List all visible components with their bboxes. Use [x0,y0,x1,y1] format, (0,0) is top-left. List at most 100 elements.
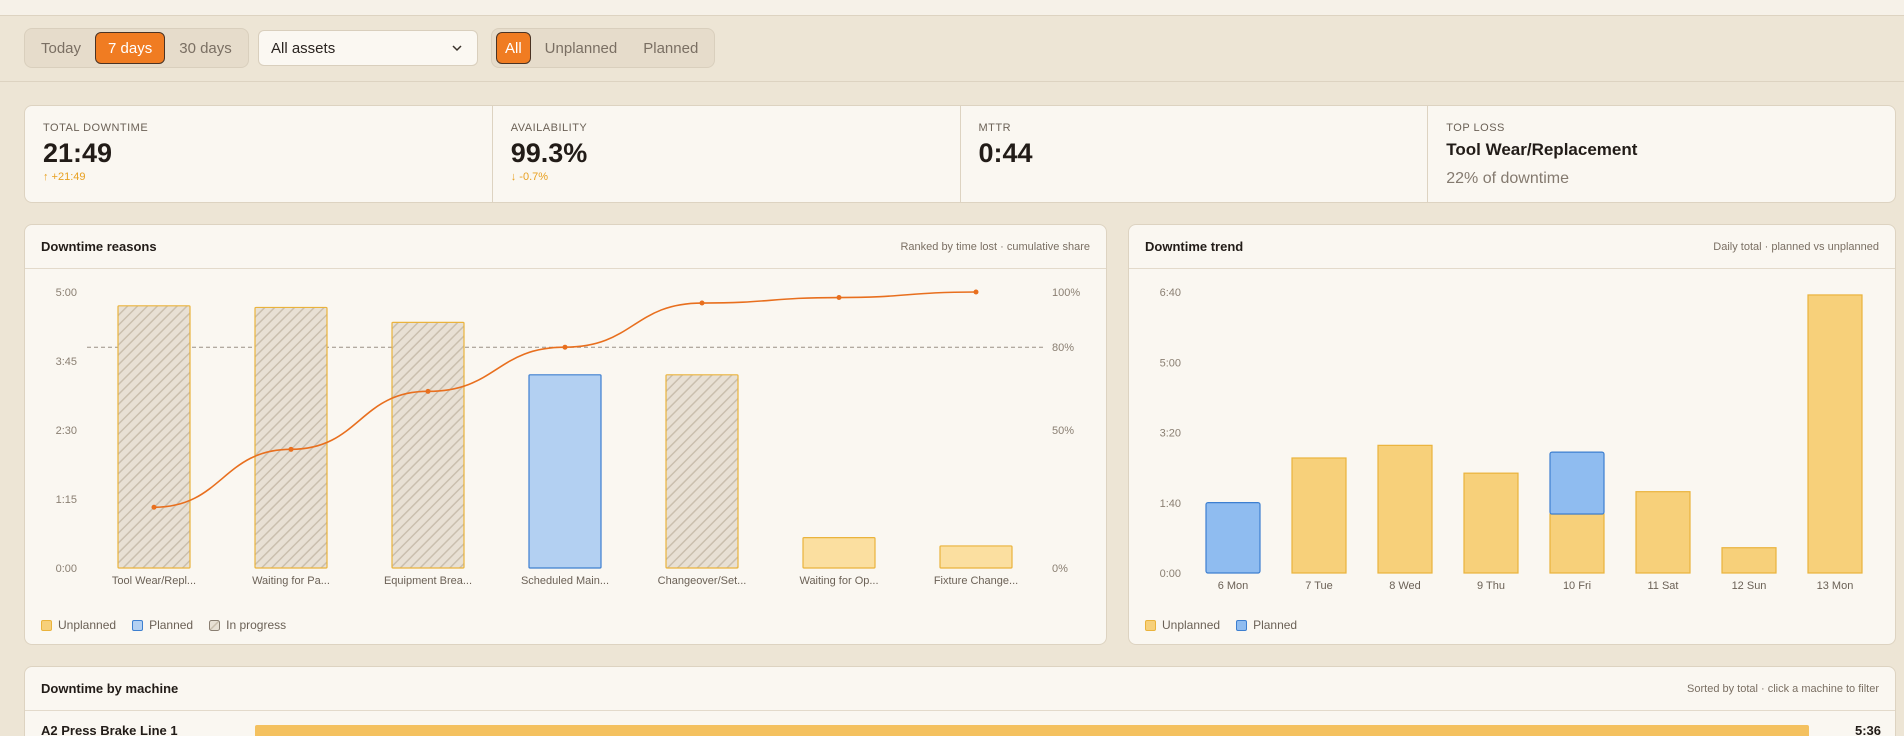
downtime-by-machine-card: Downtime by machine Sorted by total · cl… [24,666,1896,736]
legend-item-unplanned[interactable]: Unplanned [41,618,116,632]
card-header: Downtime reasons Ranked by time lost · c… [25,225,1106,269]
downtime-reasons-card: Downtime reasons Ranked by time lost · c… [24,224,1107,645]
card-title: Downtime trend [1145,239,1244,254]
legend-swatch [1236,619,1248,631]
cumulative-point [973,289,979,295]
legend-item-planned[interactable]: Planned [1236,618,1297,632]
legend-label: Unplanned [1162,618,1221,632]
y2-tick-label: 80% [1052,342,1074,354]
reason-bar [939,545,1013,569]
legend-item-in-progress[interactable]: In progress [209,618,286,632]
y-tick-label: 1:15 [56,494,77,506]
trend-bar-planned [1549,451,1605,515]
y-tick-label: 0:00 [56,563,77,575]
card-subtitle: Ranked by time lost · cumulative share [900,240,1090,253]
card-header: Downtime by machine Sorted by total · cl… [25,667,1895,711]
x-tick-label: Equipment Brea... [384,575,472,587]
kpi-delta: ↑ +21:49 [43,171,86,183]
x-tick-label: Waiting for Op... [799,575,878,587]
y-tick-label: 5:00 [1160,357,1181,369]
x-tick-label: 9 Thu [1477,580,1505,592]
machine-total: 5:36 [1854,723,1881,736]
x-tick-label: 7 Tue [1305,580,1333,592]
type-planned-button[interactable]: Planned [643,39,699,57]
legend-label: Planned [149,618,194,632]
type-all-button[interactable]: All [496,32,531,64]
asset-select[interactable]: All assets [258,30,478,66]
cumulative-point [562,344,568,350]
y-tick-label: 3:20 [1160,428,1181,440]
card-subtitle: Sorted by total · click a machine to fil… [1687,682,1879,695]
y-tick-label: 0:00 [1160,568,1181,580]
range-7days-button[interactable]: 7 days [95,32,166,64]
range-today-button[interactable]: Today [41,39,82,57]
reason-bar [391,321,465,569]
kpi-label: Availability [510,122,588,134]
x-tick-label: 8 Wed [1389,580,1421,592]
trend-bar-unplanned [1721,547,1777,574]
downtime-reasons-chart: 0:00 1:15 2:30 3:45 5:00 0% 50% 80% 100% Tool Wea… [56,287,1081,587]
trend-bar-unplanned [1807,294,1863,574]
kpi-top-loss-share: 22% of downtime [1446,170,1569,187]
legend-label: Unplanned [58,618,117,632]
card-subtitle: Daily total · planned vs unplanned [1713,240,1879,253]
y-tick-label: 2:30 [56,425,77,437]
y2-tick-label: 0% [1052,563,1068,575]
kpi-mttr: MTTR 0:44 [961,106,1429,202]
trend-bar-unplanned [1463,472,1519,574]
trend-bar-unplanned [1635,491,1691,574]
x-tick-label: 11 Sat [1648,580,1679,592]
reasons-legend: Unplanned Planned In progress [41,618,286,632]
cumulative-point [425,388,431,394]
trend-bar-unplanned [1377,444,1433,574]
legend-item-planned[interactable]: Planned [132,618,193,632]
trend-bar-unplanned [1549,513,1605,574]
reason-bar [254,306,328,569]
kpi-label: MTTR [978,122,1012,134]
trend-bar-unplanned [1291,457,1347,574]
kpi-label: Top loss [1446,122,1505,134]
legend-swatch [41,619,52,631]
filter-toolbar: Today 7 days 30 days All assets All Unpl… [0,16,1904,82]
y-tick-label: 6:40 [1160,287,1181,299]
x-tick-label: Changeover/Set... [658,575,747,587]
reason-bar [665,374,739,569]
x-tick-label: 12 Sun [1732,580,1767,592]
trend-bar-planned [1205,502,1261,574]
legend-label: Planned [1253,618,1298,632]
legend-swatch [132,619,144,631]
type-unplanned-button[interactable]: Unplanned [544,39,618,57]
card-header: Downtime trend Daily total · planned vs … [1129,225,1895,269]
trend-legend: Unplanned Planned [1145,618,1297,632]
kpi-label: Total downtime [43,122,149,134]
cumulative-point [288,446,294,452]
cumulative-point [151,504,157,510]
kpi-top-loss-title: Tool Wear/Replacement [1446,140,1638,159]
kpi-value: 0:44 [978,138,1033,168]
card-title: Downtime reasons [41,239,157,254]
machine-name: A2 Press Brake Line 1 [41,723,178,736]
type-segment: All Unplanned Planned [491,28,716,68]
reason-bar [117,305,191,569]
legend-swatch [1145,619,1156,631]
y2-tick-label: 50% [1052,425,1074,437]
card-title: Downtime by machine [41,681,179,696]
legend-item-unplanned[interactable]: Unplanned [1145,618,1220,632]
top-strip [0,0,1904,16]
kpi-value: 21:49 [43,138,113,168]
reason-bar [528,374,602,569]
x-tick-label: 10 Fri [1563,580,1591,592]
chevron-down-icon [452,45,462,52]
legend-swatch [209,619,221,631]
kpi-delta: ↓ -0.7% [510,171,549,183]
x-tick-label: 13 Mon [1817,580,1854,592]
kpi-value: 99.3% [510,138,588,168]
downtime-trend-chart: 0:00 1:40 3:20 5:00 6:40 6 Mon 7 Tue 8 Wed 9 Thu… [1160,287,1863,592]
x-tick-label: Tool Wear/Repl... [112,575,196,587]
range-30days-button[interactable]: 30 days [179,39,232,57]
x-tick-label: Fixture Change... [934,575,1018,587]
kpi-availability: Availability 99.3% ↓ -0.7% [493,106,961,202]
y-tick-label: 1:40 [1160,498,1181,510]
kpi-total-downtime: Total downtime 21:49 ↑ +21:49 [25,106,493,202]
machine-row[interactable]: A2 Press Brake Line 1 5:36 [41,723,1881,736]
